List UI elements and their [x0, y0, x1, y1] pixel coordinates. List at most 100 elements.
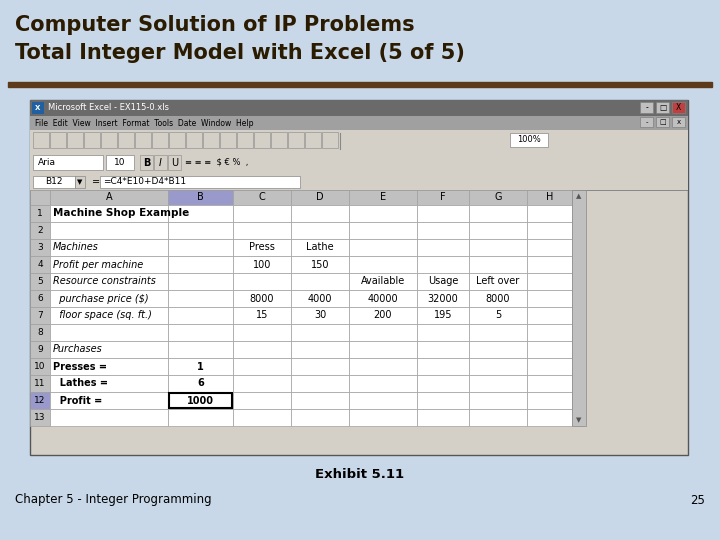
Bar — [349, 205, 417, 222]
Text: 12: 12 — [35, 396, 45, 405]
Bar — [168, 239, 233, 256]
Bar — [305, 132, 321, 148]
Bar — [527, 190, 572, 205]
Text: U: U — [171, 158, 178, 167]
Bar — [417, 256, 469, 273]
Bar — [291, 239, 349, 256]
Text: I: I — [159, 158, 162, 167]
Bar — [349, 392, 417, 409]
Bar — [417, 222, 469, 239]
Bar — [656, 102, 669, 113]
Bar — [50, 256, 168, 273]
Bar — [50, 132, 66, 148]
Bar — [203, 132, 219, 148]
Bar — [527, 222, 572, 239]
Bar — [233, 290, 291, 307]
Text: Machines: Machines — [53, 242, 99, 253]
Bar — [50, 392, 168, 409]
Text: 25: 25 — [690, 494, 705, 507]
Bar — [30, 392, 50, 409]
Text: Available: Available — [361, 276, 405, 287]
Text: 3: 3 — [37, 243, 43, 252]
Text: Resource constraints: Resource constraints — [53, 276, 156, 287]
Bar — [237, 132, 253, 148]
Bar — [254, 132, 270, 148]
Bar — [50, 409, 168, 426]
Bar — [50, 205, 168, 222]
Bar — [527, 341, 572, 358]
Bar — [169, 393, 232, 408]
Bar — [527, 273, 572, 290]
Text: A: A — [106, 192, 112, 202]
Bar — [30, 239, 50, 256]
Bar — [469, 307, 527, 324]
Bar — [469, 290, 527, 307]
Bar — [75, 176, 85, 188]
Bar — [527, 392, 572, 409]
Bar — [291, 409, 349, 426]
Bar — [168, 358, 233, 375]
Text: F: F — [440, 192, 446, 202]
Bar — [469, 324, 527, 341]
Text: 200: 200 — [374, 310, 392, 321]
Text: 10: 10 — [35, 362, 46, 371]
Bar — [168, 273, 233, 290]
Bar — [30, 174, 688, 190]
Text: floor space (sq. ft.): floor space (sq. ft.) — [53, 310, 152, 321]
Text: File  Edit  View  Insert  Format  Tools  Date  Window  Help: File Edit View Insert Format Tools Date … — [35, 118, 253, 127]
Bar — [417, 409, 469, 426]
Text: 1000: 1000 — [187, 395, 214, 406]
Bar — [50, 358, 168, 375]
Bar — [233, 375, 291, 392]
Bar — [50, 341, 168, 358]
Bar — [33, 155, 103, 170]
Text: D: D — [316, 192, 324, 202]
Text: 100%: 100% — [517, 136, 541, 145]
Text: Presses =: Presses = — [53, 361, 107, 372]
Bar — [417, 190, 469, 205]
Bar — [349, 256, 417, 273]
Bar — [349, 324, 417, 341]
Bar — [291, 358, 349, 375]
Text: 8: 8 — [37, 328, 43, 337]
Bar — [84, 132, 100, 148]
Bar — [271, 132, 287, 148]
Text: purchase price ($): purchase price ($) — [53, 294, 148, 303]
Text: 150: 150 — [311, 260, 329, 269]
Bar — [349, 341, 417, 358]
Text: 11: 11 — [35, 379, 46, 388]
Text: Microsoft Excel - EX115-0.xls: Microsoft Excel - EX115-0.xls — [48, 104, 169, 112]
Text: 1: 1 — [197, 361, 204, 372]
Bar — [30, 358, 50, 375]
Bar — [640, 117, 653, 127]
Text: =: = — [92, 177, 100, 187]
Text: Usage: Usage — [428, 276, 458, 287]
Text: 8000: 8000 — [486, 294, 510, 303]
Bar — [50, 307, 168, 324]
Bar — [50, 324, 168, 341]
Bar — [233, 190, 291, 205]
Bar — [106, 155, 134, 170]
Bar — [640, 102, 653, 113]
Text: Profit =: Profit = — [53, 395, 102, 406]
Text: Exhibit 5.11: Exhibit 5.11 — [315, 469, 405, 482]
Bar — [469, 392, 527, 409]
Bar — [349, 190, 417, 205]
Bar — [168, 375, 233, 392]
Bar — [527, 307, 572, 324]
Bar — [30, 190, 50, 205]
Text: □: □ — [659, 103, 666, 112]
Bar — [291, 205, 349, 222]
Text: 2: 2 — [37, 226, 42, 235]
Bar — [50, 290, 168, 307]
Bar — [469, 239, 527, 256]
Text: 7: 7 — [37, 311, 43, 320]
Text: -: - — [645, 119, 648, 125]
Bar — [417, 290, 469, 307]
Bar — [291, 256, 349, 273]
Bar — [50, 273, 168, 290]
Bar — [30, 375, 50, 392]
Text: ▼: ▼ — [576, 417, 582, 423]
Bar — [469, 190, 527, 205]
Bar — [469, 341, 527, 358]
